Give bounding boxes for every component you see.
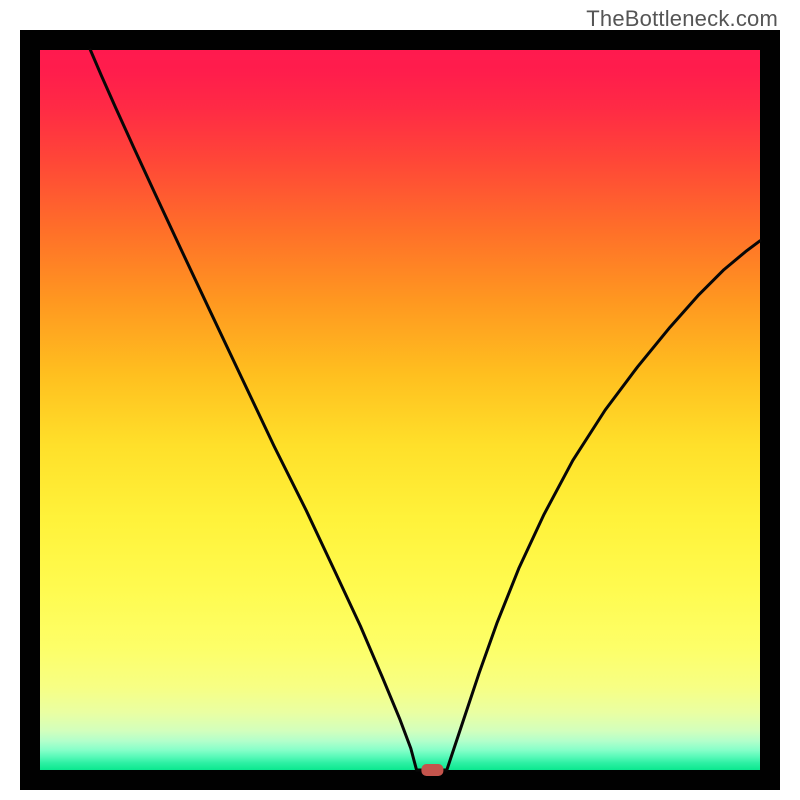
chart-svg bbox=[0, 0, 800, 800]
chart-container: TheBottleneck.com bbox=[0, 0, 800, 800]
minimum-marker bbox=[421, 764, 443, 776]
watermark-text: TheBottleneck.com bbox=[586, 6, 778, 32]
